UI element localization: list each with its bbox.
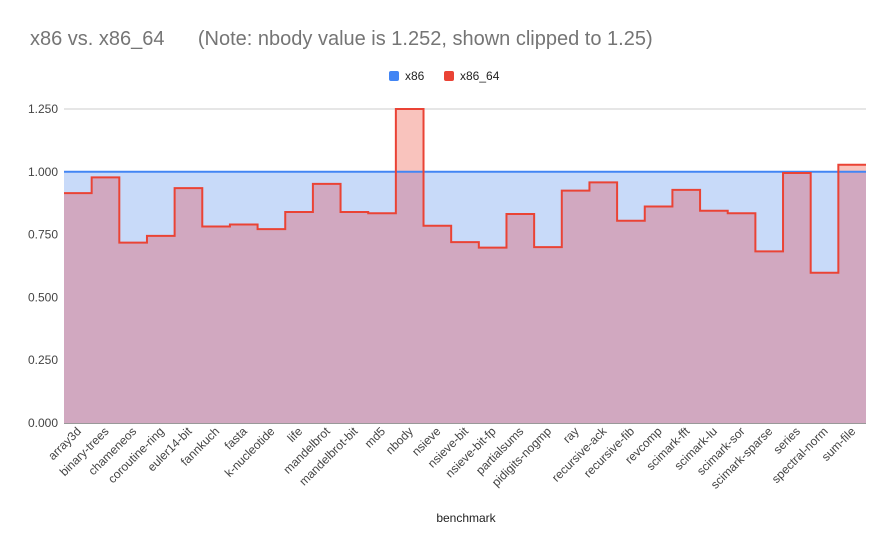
y-axis-ticks: 0.000 0.250 0.500 0.750 1.000 1.250 — [28, 102, 58, 430]
y-tick-label: 0.500 — [28, 290, 58, 304]
legend-label-x86_64: x86_64 — [460, 69, 500, 83]
x-axis-label: benchmark — [436, 511, 496, 525]
y-tick-label: 0.000 — [28, 416, 58, 430]
x-tick-label: nbody — [383, 424, 416, 457]
legend-swatch-x86_64 — [444, 71, 454, 81]
x-tick-label: life — [284, 424, 305, 445]
chart-title: x86 vs. x86_64 (Note: nbody value is 1.2… — [30, 28, 653, 50]
x-axis-ticks: array3dbinary-treeschameneoscoroutine-ri… — [45, 424, 858, 492]
line-x86_64 — [64, 108, 866, 274]
y-tick-label: 1.000 — [28, 165, 58, 179]
series-areas — [64, 109, 866, 423]
area-overlap — [64, 171, 866, 423]
y-tick-label: 0.250 — [28, 353, 58, 367]
series-lines — [64, 108, 866, 274]
y-tick-label: 1.250 — [28, 102, 58, 116]
x-tick-label: ray — [560, 424, 582, 446]
legend-label-x86: x86 — [405, 69, 425, 83]
legend-swatch-x86 — [389, 71, 399, 81]
legend: x86 x86_64 — [389, 69, 500, 83]
y-tick-label: 0.750 — [28, 228, 58, 242]
